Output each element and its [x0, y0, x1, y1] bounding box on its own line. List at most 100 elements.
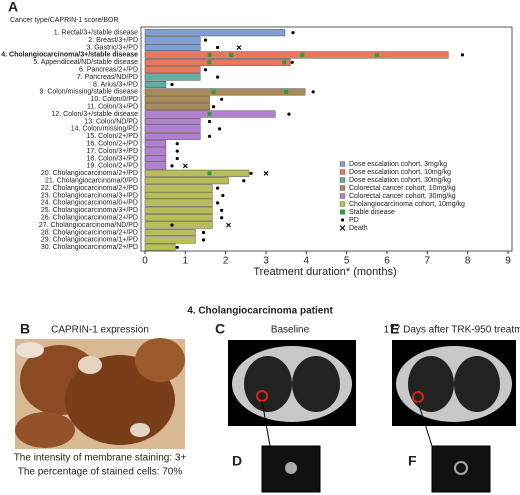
x-tick-label: 5 [344, 256, 350, 267]
marker [236, 45, 242, 50]
category-label: 24. Cholangiocarcinoma/0+/PD [41, 200, 138, 207]
bar [144, 206, 213, 214]
x-tick-label: 4 [304, 256, 310, 267]
bar [144, 44, 201, 52]
bar [144, 162, 167, 170]
plot: 0 1 2 3 4 5 6 7 8 9 1. Rectal/3+/stable disease2. … [1, 26, 513, 267]
panel-title: Baseline [271, 325, 310, 336]
ct-image [392, 340, 516, 493]
category-label: 23. Cholangiocarcinoma/3+/PD [41, 192, 138, 199]
marker [182, 163, 188, 169]
marker [207, 119, 212, 124]
category-label: 25. Cholangiocarcinoma/3+/PD [41, 207, 138, 214]
legend-label: Dose escalation cohort, 30mg/kg [349, 177, 451, 184]
legend-swatch [340, 218, 345, 222]
category-label: 3. Gastric/3+/PD [86, 44, 138, 51]
caption: The percentage of stained cells: 70% [18, 467, 183, 478]
bar [144, 66, 201, 74]
marker [374, 52, 379, 57]
bar [144, 147, 167, 155]
bar [144, 236, 196, 244]
bar [144, 125, 201, 133]
bar [144, 132, 201, 140]
category-label: 7. Pancreas/ND/PD [77, 74, 138, 81]
category-label: 26. Cholangiocarcinoma/2+/PD [41, 215, 138, 222]
bar [144, 228, 196, 236]
bar [144, 199, 213, 207]
panel-label: C [215, 321, 225, 337]
marker [203, 68, 208, 72]
marker [291, 31, 295, 35]
x-tick-label: 2 [223, 256, 229, 267]
panel-label: D [232, 453, 242, 469]
x-tick-label: 9 [505, 256, 511, 267]
x-tick-label: 1 [183, 256, 189, 267]
bar [144, 154, 167, 162]
bar [144, 36, 201, 44]
marker [220, 216, 224, 220]
bar [144, 117, 201, 125]
bar [144, 140, 167, 148]
x-tick-label: 6 [384, 256, 390, 267]
category-label: 15. Colon/2+/PD [86, 133, 138, 140]
legend-label: Dose escalation cohort, 10mg/kg [349, 169, 451, 176]
x-tick-label: 8 [465, 256, 471, 267]
marker [175, 149, 179, 153]
legend-swatch [339, 201, 346, 207]
bar [144, 88, 306, 96]
plot-frame [140, 26, 513, 252]
category-label: 19. Colon/2+/PD [86, 163, 138, 170]
legend-swatch [339, 225, 346, 231]
category-label: 16. Colon/2+/PD [86, 141, 138, 148]
x-tick-label: 3 [263, 256, 269, 267]
category-label: 27. Cholangiocarcinoma/ND/PD [39, 222, 138, 229]
marker [216, 201, 220, 205]
bar [144, 214, 213, 222]
panel-label: E [390, 321, 399, 337]
legend-label: Dose escalation cohort, 3mg/kg [349, 161, 447, 168]
marker [207, 134, 212, 138]
category-label: 1. Rectal/3+/stable disease [54, 30, 138, 37]
y-header: Cancer type/CAPRIN-1 score/BOR [10, 17, 119, 24]
marker [207, 52, 212, 57]
legend-swatch [339, 185, 346, 191]
section-title: 4. Cholangiocarcinoma patient [187, 306, 333, 317]
legend-swatch [339, 177, 346, 183]
panel-label: B [20, 321, 30, 337]
marker [201, 230, 206, 235]
legend-swatch [339, 193, 346, 199]
x-axis-title: Treatment duration* (months) [253, 266, 396, 278]
caption: The intensity of membrane staining: 3+ [14, 453, 187, 464]
ct-image [228, 340, 356, 493]
category-label: 13. Colon/ND/PD [84, 118, 138, 125]
histology-image [15, 338, 185, 449]
x-tick-label: 7 [425, 256, 431, 267]
legend-label: Stable disease [349, 209, 395, 216]
marker [216, 75, 220, 79]
marker [249, 171, 253, 175]
legend-swatch [339, 161, 346, 167]
legend-label: PD [349, 217, 359, 224]
marker [170, 164, 174, 168]
marker [284, 89, 289, 94]
bar [144, 221, 213, 229]
category-label: 2. Breast/3+/PD [88, 37, 138, 44]
marker [207, 60, 212, 65]
marker [211, 105, 216, 109]
category-label: 28. Cholangiocarcinoma/2+/PD [41, 229, 138, 236]
legend-label: Colorectal cancer cohort, 10mg/kg [349, 185, 456, 192]
marker [263, 170, 269, 176]
x-tick-label: 0 [142, 256, 148, 267]
panel-title: CAPRIN-1 expression [51, 325, 149, 336]
marker [290, 60, 294, 64]
marker [216, 45, 220, 50]
category-label: 12. Colon/3+/stable disease [51, 111, 138, 118]
panel-label: A [8, 0, 18, 15]
bar [144, 73, 201, 81]
marker [220, 208, 224, 212]
bar [144, 29, 286, 37]
bar [144, 51, 449, 59]
marker [311, 90, 315, 94]
marker [170, 82, 174, 87]
marker [207, 171, 212, 176]
